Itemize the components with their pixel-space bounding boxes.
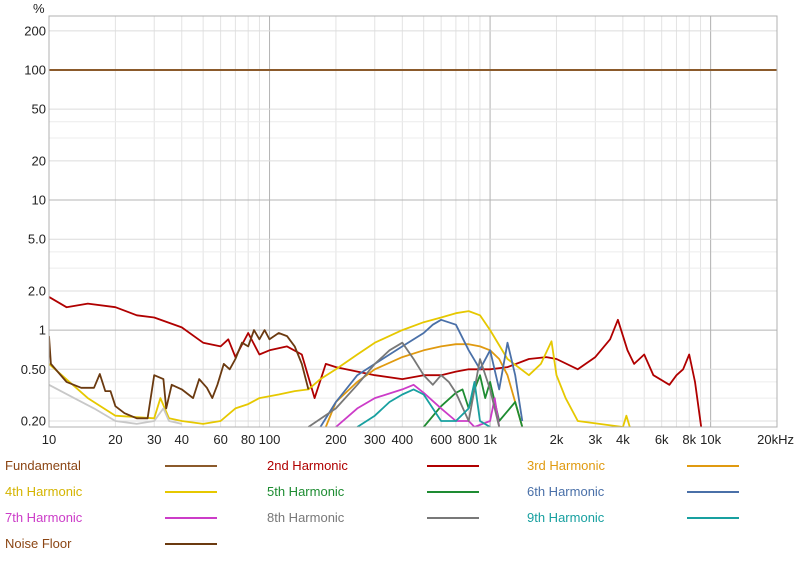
legend-label: 7th Harmonic xyxy=(5,510,83,525)
legend-swatch xyxy=(165,491,217,493)
x-tick-label: 400 xyxy=(391,432,413,447)
y-tick-label: 50 xyxy=(32,102,46,117)
x-tick-label: 1k xyxy=(483,432,497,447)
legend-item-fundamental: Fundamental xyxy=(0,457,250,477)
legend-item-2nd-harmonic: 2nd Harmonic xyxy=(262,457,512,477)
x-tick-label: 60 xyxy=(213,432,227,447)
y-tick-label: 100 xyxy=(24,62,46,77)
legend-label: 8th Harmonic xyxy=(267,510,345,525)
x-tick-label: 300 xyxy=(364,432,386,447)
x-tick-label: 200 xyxy=(325,432,347,447)
legend-item-noise-floor: Noise Floor xyxy=(0,535,250,555)
legend-label: 9th Harmonic xyxy=(527,510,605,525)
series-line-5th-harmonic xyxy=(423,374,524,427)
series-line-4th-harmonic xyxy=(49,310,631,427)
plot-frame xyxy=(48,15,778,428)
y-tick-label: 10 xyxy=(32,193,46,208)
legend-item-8th-harmonic: 8th Harmonic xyxy=(262,509,512,529)
distortion-chart: % 10 20 30 40 60 80 100 200 300 400 600 800 1k 2k 3k 4k… xyxy=(21,1,794,447)
y-tick-label: 0.20 xyxy=(21,414,46,429)
legend-item-3rd-harmonic: 3rd Harmonic xyxy=(522,457,772,477)
legend: Fundamental 2nd Harmonic 3rd Harmonic 4th H… xyxy=(0,452,800,562)
y-unit-label: % xyxy=(33,1,45,16)
legend-item-6th-harmonic: 6th Harmonic xyxy=(522,483,772,503)
minor-gridlines xyxy=(48,16,778,427)
series-line-unlabeled-trace xyxy=(49,384,182,425)
x-tick-label: 2k xyxy=(550,432,564,447)
x-tick-label: 40 xyxy=(175,432,189,447)
legend-swatch xyxy=(687,517,739,519)
legend-swatch xyxy=(687,491,739,493)
y-tick-label: 1 xyxy=(39,323,46,338)
x-tick-label: 10 xyxy=(42,432,56,447)
legend-item-5th-harmonic: 5th Harmonic xyxy=(262,483,512,503)
legend-item-4th-harmonic: 4th Harmonic xyxy=(0,483,250,503)
y-tick-label: 20 xyxy=(32,153,46,168)
legend-label: 4th Harmonic xyxy=(5,484,83,499)
x-axis-ticks: 10 20 30 40 60 80 100 200 300 400 600 800 1k 2k 3k 4k 6k… xyxy=(42,432,794,447)
legend-label: Noise Floor xyxy=(5,536,72,551)
x-tick-label: 600 xyxy=(430,432,452,447)
x-tick-label: 800 xyxy=(458,432,480,447)
legend-item-9th-harmonic: 9th Harmonic xyxy=(522,509,772,529)
major-gridlines xyxy=(48,16,777,427)
legend-swatch xyxy=(165,465,217,467)
series-layer xyxy=(49,69,777,427)
y-tick-label: 5.0 xyxy=(28,232,46,247)
legend-swatch xyxy=(427,465,479,467)
legend-label: 3rd Harmonic xyxy=(527,458,606,473)
legend-swatch xyxy=(427,517,479,519)
legend-label: 6th Harmonic xyxy=(527,484,605,499)
x-tick-label: 8k xyxy=(682,432,696,447)
legend-swatch xyxy=(165,517,217,519)
series-line-2nd-harmonic xyxy=(49,296,703,427)
x-tick-label: 100 xyxy=(259,432,281,447)
legend-label: 5th Harmonic xyxy=(267,484,345,499)
x-tick-label: 4k xyxy=(616,432,630,447)
legend-label: 2nd Harmonic xyxy=(267,458,348,473)
x-tick-label: 80 xyxy=(241,432,255,447)
legend-swatch xyxy=(687,465,739,467)
series-line-8th-harmonic xyxy=(307,341,501,427)
series-line-9th-harmonic xyxy=(356,381,491,427)
x-tick-label: 20 xyxy=(108,432,122,447)
legend-swatch xyxy=(165,543,217,545)
y-tick-label: 2.0 xyxy=(28,283,46,298)
series-line-3rd-harmonic xyxy=(324,343,524,427)
x-tick-label: 3k xyxy=(588,432,602,447)
series-line-6th-harmonic xyxy=(319,318,524,427)
x-tick-label: 20kHz xyxy=(757,432,794,447)
legend-swatch xyxy=(427,491,479,493)
y-axis-ticks: 200 100 50 20 10 5.0 2.0 1 0.50 0.20 xyxy=(21,23,46,428)
series-line-7th-harmonic xyxy=(335,383,501,427)
x-tick-label: 10k xyxy=(700,432,721,447)
series-line-noise-floor xyxy=(49,329,310,420)
x-tick-label: 30 xyxy=(147,432,161,447)
y-tick-label: 200 xyxy=(24,23,46,38)
legend-item-7th-harmonic: 7th Harmonic xyxy=(0,509,250,529)
x-tick-label: 6k xyxy=(655,432,669,447)
y-tick-label: 0.50 xyxy=(21,362,46,377)
legend-label: Fundamental xyxy=(5,458,81,473)
